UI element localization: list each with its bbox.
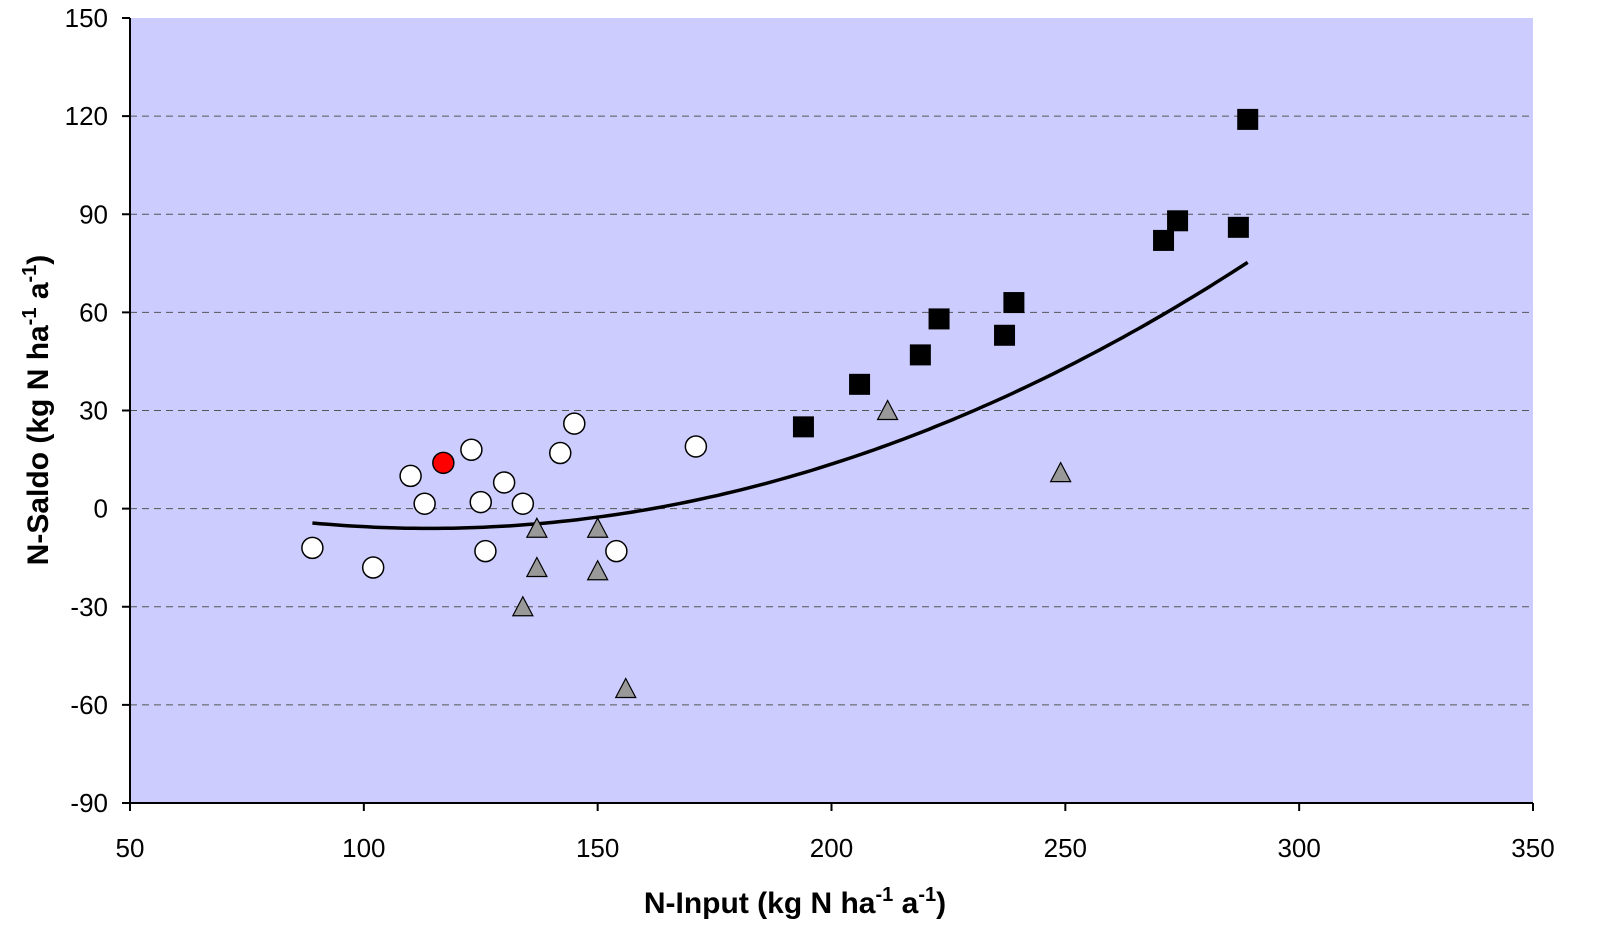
y-tick-label: 90 — [79, 199, 108, 229]
square-point — [849, 373, 871, 395]
highlighted-circle-point — [432, 451, 455, 475]
triangle-point — [586, 559, 609, 581]
trendline — [312, 260, 1249, 531]
y-axis-title: N-Saldo (kg N ha-1 a-1) — [19, 255, 55, 566]
data-points — [301, 108, 1259, 699]
triangle-point — [525, 516, 548, 538]
y-axis-ticks: -90 -60 -30 0 30 60 90 120 150 — [65, 3, 130, 818]
x-tick-label: 50 — [116, 833, 145, 863]
y-tick-label: 120 — [65, 101, 108, 131]
x-tick-label: 300 — [1277, 833, 1320, 863]
square-point — [909, 344, 931, 366]
triangle-point — [511, 595, 534, 617]
circle-point — [684, 435, 708, 458]
x-tick-label: 150 — [576, 833, 619, 863]
circle-point — [361, 556, 385, 579]
triangle-point — [1049, 461, 1072, 483]
circle-point — [492, 471, 516, 494]
circle-point — [563, 412, 586, 435]
triangle-point — [586, 516, 609, 538]
y-tick-label: -90 — [70, 788, 108, 818]
square-point — [1153, 229, 1175, 251]
square-point — [1167, 210, 1189, 232]
triangle-point — [614, 677, 637, 699]
y-tick-label: 30 — [79, 396, 108, 426]
circle-point — [413, 492, 436, 515]
square-point — [1227, 216, 1249, 238]
square-point — [792, 416, 814, 438]
y-tick-label: 150 — [65, 3, 108, 33]
circle-point — [549, 441, 572, 465]
square-point — [928, 308, 950, 330]
triangle-point — [876, 399, 899, 421]
circle-point — [460, 438, 483, 461]
x-tick-label: 200 — [810, 833, 853, 863]
circle-point — [399, 464, 422, 488]
x-tick-label: 100 — [342, 833, 385, 863]
x-tick-label: 350 — [1511, 833, 1554, 863]
triangle-point — [525, 556, 548, 578]
x-tick-label: 250 — [1044, 833, 1087, 863]
y-tick-label: 0 — [94, 494, 108, 524]
gridlines — [130, 115, 1533, 706]
circle-point — [301, 536, 324, 560]
circle-point — [474, 539, 497, 563]
y-tick-label: 60 — [79, 297, 108, 327]
x-axis-ticks: 50 100 150 200 250 300 350 — [116, 803, 1555, 863]
square-point — [1003, 292, 1025, 314]
y-tick-label: -60 — [70, 690, 108, 720]
square-point — [994, 324, 1016, 346]
square-point — [1237, 108, 1259, 130]
circle-point — [511, 492, 535, 515]
circle-point — [469, 490, 492, 514]
y-tick-label: -30 — [70, 592, 108, 622]
circle-point — [605, 539, 628, 563]
x-axis-title: N-Input (kg N ha-1 a-1) — [644, 884, 946, 920]
